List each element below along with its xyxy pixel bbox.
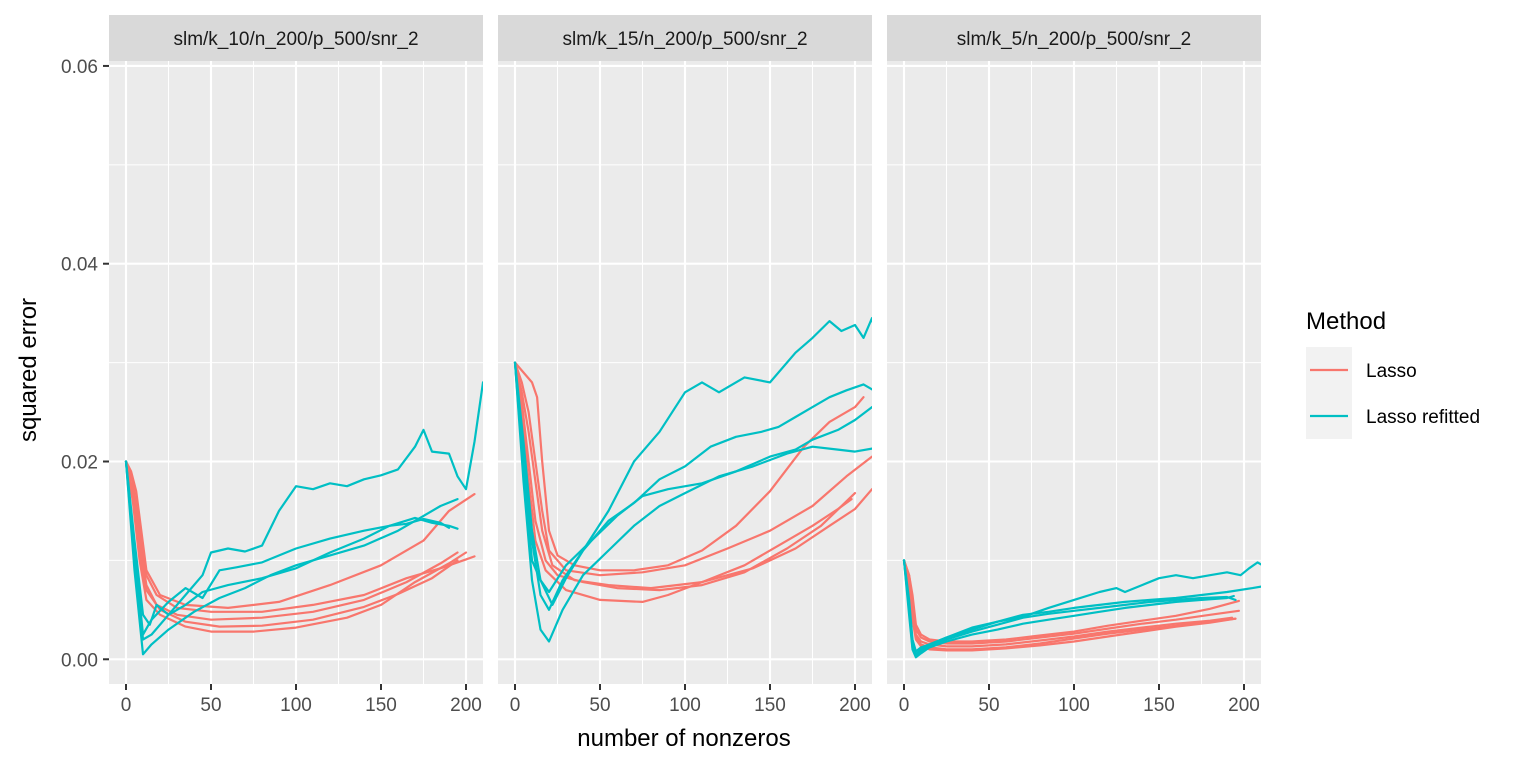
facet-strip [498, 15, 872, 61]
lasso-refitted-line-8 [513, 361, 872, 594]
x-tick-label: 150 [1143, 695, 1175, 716]
x-tick-label: 50 [200, 695, 221, 716]
facet-strip [109, 15, 483, 61]
x-axis-title: number of nonzeros [577, 725, 790, 752]
lasso-refitted-line-6 [513, 317, 872, 606]
lasso-line-2 [513, 361, 872, 577]
x-tick-label: 0 [121, 695, 132, 716]
y-axis-title: squared error [15, 298, 42, 442]
y-tick-label: 0.02 [61, 453, 98, 474]
x-tick-label: 200 [839, 695, 871, 716]
series-group [513, 317, 872, 643]
x-tick-label: 150 [365, 695, 397, 716]
lasso-line-3 [513, 361, 872, 590]
lasso-refitted-line-8 [124, 460, 459, 641]
x-tick-label: 50 [589, 695, 610, 716]
lasso-refitted-line-9 [902, 559, 1235, 659]
x-tick-label: 100 [669, 695, 701, 716]
x-tick-label: 100 [280, 695, 312, 716]
legend-label-lasso-refitted: Lasso refitted [1366, 407, 1480, 428]
legend: Method Lasso Lasso refitted [1306, 308, 1480, 439]
facet-panel-2: slm/k_15/n_200/p_500/snr_2 [498, 15, 872, 684]
lasso-line-5 [902, 559, 1237, 652]
facet-panel-3: slm/k_5/n_200/p_500/snr_2 [887, 15, 1261, 684]
legend-label-lasso: Lasso [1366, 361, 1417, 382]
x-tick-label: 0 [510, 695, 521, 716]
x-tick-label: 200 [450, 695, 482, 716]
lasso-refitted-line-9 [513, 361, 872, 643]
series-group [902, 559, 1261, 659]
x-tick-label: 100 [1058, 695, 1090, 716]
panels-layer: slm/k_10/n_200/p_500/snr_2 slm/k_15/n_200… [109, 15, 1261, 684]
y-tick-label: 0.04 [61, 255, 98, 276]
lasso-line-3 [124, 460, 459, 621]
lasso-line-5 [513, 361, 853, 603]
y-tick-label: 0.00 [61, 650, 98, 671]
lasso-line-1 [124, 460, 476, 609]
series-group [124, 381, 483, 656]
lasso-refitted-line-9 [124, 460, 459, 656]
x-tick-label: 200 [1228, 695, 1260, 716]
legend-title: Method [1306, 308, 1386, 335]
axes-layer: 0 50 100 150 200 0 50 100 150 200 0 50 100 150 200 0.00… [61, 57, 1260, 716]
y-tick-label: 0.06 [61, 57, 98, 78]
x-tick-label: 0 [899, 695, 910, 716]
x-tick-label: 150 [754, 695, 786, 716]
lasso-line-4 [513, 361, 857, 592]
facet-strip-label: slm/k_5/n_200/p_500/snr_2 [957, 29, 1192, 50]
facet-strip-label: slm/k_15/n_200/p_500/snr_2 [562, 29, 807, 50]
facet-strip-label: slm/k_10/n_200/p_500/snr_2 [173, 29, 418, 50]
lasso-line-5 [124, 460, 468, 633]
x-tick-label: 50 [978, 695, 999, 716]
lasso-refitted-line-7 [513, 361, 872, 611]
facet-panel-1: slm/k_10/n_200/p_500/snr_2 [109, 15, 483, 684]
facet-strip [887, 15, 1261, 61]
